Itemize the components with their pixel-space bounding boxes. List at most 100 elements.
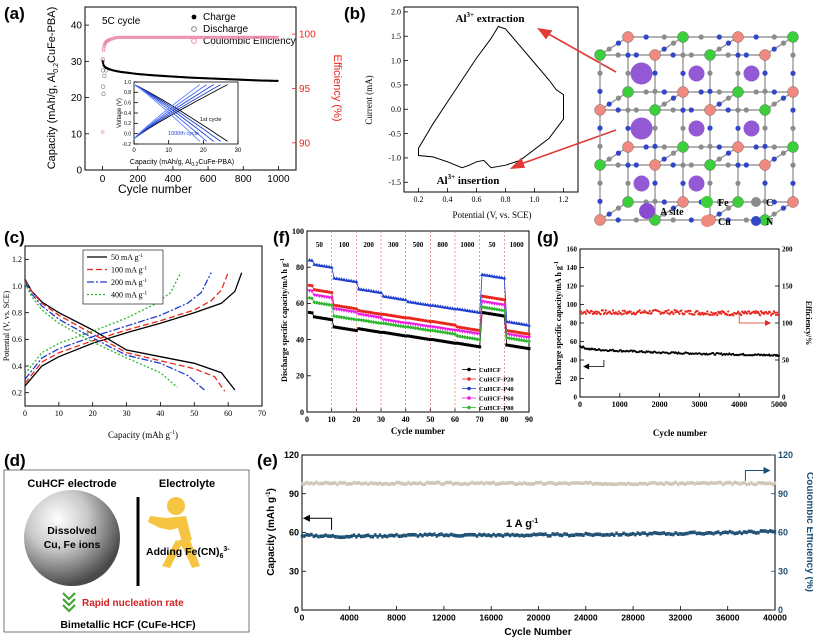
legend-label-c: C — [766, 198, 773, 209]
capacity-point — [397, 534, 401, 539]
lattice-atom-a-site — [630, 62, 653, 85]
series-point — [425, 302, 430, 307]
discharge-point — [102, 73, 107, 78]
efficiency-point — [612, 482, 616, 487]
capacity-point — [638, 532, 642, 536]
efficiency-point — [490, 481, 493, 485]
capacity-point — [591, 533, 595, 537]
efficiency-point — [551, 481, 554, 485]
series-point — [396, 315, 400, 319]
efficiency-point — [440, 482, 443, 486]
capacity-point — [523, 534, 526, 538]
series-point — [448, 306, 453, 310]
capacity-point — [693, 530, 696, 535]
series-point — [309, 296, 314, 301]
lattice-atom-cu — [622, 31, 634, 43]
series-point — [527, 323, 531, 327]
series-point — [519, 338, 524, 343]
efficiency-point — [147, 35, 152, 40]
efficiency-point — [750, 481, 753, 485]
lattice-atom-cn — [790, 162, 796, 168]
series-point — [430, 328, 435, 333]
capacity-point — [393, 533, 396, 538]
y2-tick-label: 150 — [782, 282, 793, 290]
series-point — [381, 312, 386, 316]
lattice-atom-cn — [625, 162, 631, 168]
efficiency-point — [735, 481, 739, 485]
series-point — [488, 312, 492, 316]
efficiency-point — [719, 480, 722, 485]
series-point — [403, 297, 408, 302]
lattice-atom-cn — [716, 101, 722, 107]
series-point — [502, 314, 506, 318]
lattice-atom-cn — [707, 70, 713, 76]
x-tick-label: 1.2 — [559, 195, 569, 204]
efficiency-point — [275, 35, 280, 40]
lattice-atom-cn — [771, 211, 777, 217]
efficiency-point — [636, 482, 640, 487]
series-point — [450, 331, 455, 336]
y-tick-label: 40 — [71, 21, 83, 32]
efficiency-point — [445, 480, 448, 485]
series-point — [502, 276, 507, 280]
capacity-point — [383, 534, 386, 538]
capacity-point — [648, 531, 651, 536]
efficiency-point — [119, 35, 123, 40]
lattice-atom-cu — [759, 159, 771, 171]
lattice-atom-cn — [615, 217, 621, 223]
efficiency-point — [473, 481, 476, 486]
label-electrolyte: Electrolyte — [159, 478, 215, 490]
lattice-atom-cn — [725, 150, 732, 156]
series-point — [409, 334, 413, 338]
data-b — [418, 25, 564, 169]
y-axis-label-b: Current (mA) — [364, 75, 374, 124]
series-point — [351, 317, 356, 322]
capacity-point — [331, 533, 334, 538]
efficiency-point — [407, 480, 410, 485]
capacity-point — [442, 533, 446, 538]
efficiency-point — [135, 35, 139, 40]
series-point — [354, 279, 359, 284]
capacity-point — [752, 530, 755, 535]
y-tick-label: 160 — [567, 245, 578, 253]
efficiency-point — [423, 482, 427, 487]
y-tick-label: -0.2 — [122, 142, 131, 148]
y2-tick-label: 50 — [782, 356, 790, 364]
capacity-point — [355, 534, 358, 539]
lattice-atom-cn — [762, 88, 768, 94]
efficiency-point — [217, 35, 221, 40]
efficiency-point — [683, 482, 687, 486]
efficiency-point — [544, 482, 547, 486]
efficiency-point — [475, 481, 479, 485]
lattice-atom-cn — [743, 107, 749, 113]
lattice-atom-cn — [625, 52, 631, 58]
x-tick-label: 32000 — [669, 613, 693, 623]
capacity-point — [305, 532, 308, 537]
y-tick-label: 90 — [289, 489, 299, 499]
rate-label: 1000 — [460, 241, 475, 249]
efficiency-point — [130, 35, 134, 40]
x-tick-label: 20000 — [527, 613, 551, 623]
efficiency-point — [101, 48, 106, 53]
y2-tick-label: 90 — [299, 138, 311, 149]
efficiency-point — [632, 311, 635, 314]
curve-charge — [24, 272, 229, 384]
series-point — [339, 315, 344, 320]
inset-charge-curve — [133, 84, 228, 140]
lattice-atom-a-site — [633, 175, 650, 192]
lattice-atom-a-site — [743, 65, 760, 82]
series-point — [322, 302, 327, 307]
y-tick-label: -1.5 — [388, 178, 401, 187]
series-point — [438, 339, 442, 343]
y-tick-label: 1.0 — [391, 56, 401, 65]
y2-tick-label: 60 — [778, 528, 788, 538]
series-point — [453, 341, 457, 345]
series-point — [359, 327, 363, 331]
series-point — [477, 337, 482, 342]
efficiency-point — [700, 481, 703, 485]
series-point — [504, 335, 509, 340]
efficiency-point — [658, 310, 661, 313]
charge-point — [276, 79, 279, 82]
series-point — [492, 307, 497, 312]
series-point — [356, 286, 361, 291]
